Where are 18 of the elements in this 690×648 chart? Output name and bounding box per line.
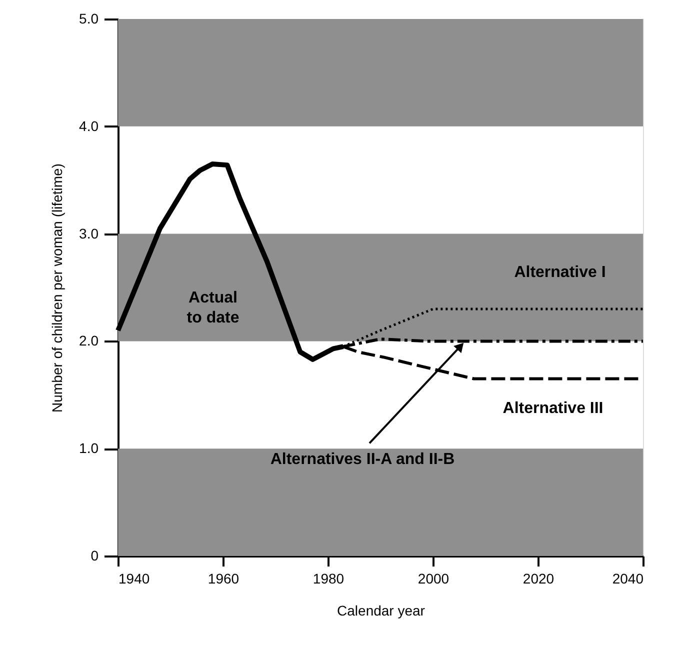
x-tick-label: 2040 xyxy=(612,570,644,586)
y-tick-label: 1.0 xyxy=(79,440,99,456)
x-tick-label: 1940 xyxy=(118,570,150,586)
x-tick-label: 2000 xyxy=(418,570,450,586)
x-tick-label: 1980 xyxy=(312,570,344,586)
x-tick-label: 1960 xyxy=(208,570,240,586)
y-tick-label: 3.0 xyxy=(79,225,99,242)
series-label: Alternative III xyxy=(502,400,604,417)
y-axis-title: Number of children per woman (lifetime) xyxy=(49,164,66,412)
text: Actual to date xyxy=(186,289,240,326)
y-tick-label: 4.0 xyxy=(79,118,99,134)
y-tick-label: 2.0 xyxy=(79,332,99,349)
annotation: Alternatives II-A and II-B xyxy=(270,451,455,468)
y-tick-label: 0 xyxy=(90,548,99,564)
series-label: Alternative I xyxy=(514,264,606,281)
y-tick-label: 5.0 xyxy=(79,10,99,26)
x-tick-label: 2020 xyxy=(522,570,554,586)
x-axis-title: Calendar year xyxy=(337,602,426,618)
